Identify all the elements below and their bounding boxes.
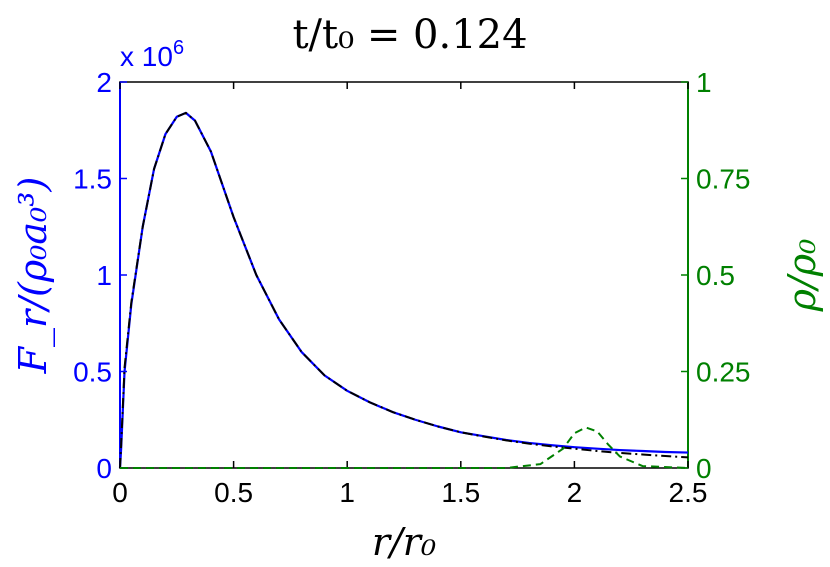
x-tick-label: 2.5 xyxy=(669,477,708,508)
left-y-axis-label: F_r/(ρ₀a₀³) xyxy=(11,177,56,375)
x-axis-ticks: 0 0.5 1 1.5 2 2.5 xyxy=(112,82,707,508)
left-y-tick-label: 1 xyxy=(96,260,112,291)
right-y-tick-label: 0 xyxy=(696,453,712,484)
plot-area xyxy=(119,81,689,469)
x-tick-label: 0 xyxy=(112,477,128,508)
right-y-axis-ticks: 0 0.25 0.5 0.75 1 xyxy=(681,67,751,484)
right-y-axis-label: ρ/ρ₀ xyxy=(780,239,824,313)
right-y-tick-label: 0.5 xyxy=(696,260,735,291)
right-y-tick-label: 1 xyxy=(696,67,712,98)
left-axis-exponent: 6 xyxy=(173,37,184,59)
series-layer xyxy=(118,111,689,469)
left-y-axis-ticks: 0 0.5 1 1.5 2 xyxy=(73,67,127,484)
right-y-tick-label: 0.75 xyxy=(696,164,751,195)
series-line-dashdot-black xyxy=(119,111,689,469)
left-axis-multiplier: x 106 xyxy=(120,37,184,72)
series-line-dashed-green xyxy=(120,426,689,469)
left-y-tick-label: 0 xyxy=(96,453,112,484)
x-tick-label: 1 xyxy=(339,477,355,508)
left-y-tick-label: 2 xyxy=(96,67,112,98)
left-y-tick-label: 0.5 xyxy=(73,357,112,388)
left-y-tick-label: 1.5 xyxy=(73,164,112,195)
chart-title: t/t₀ = 0.124 xyxy=(292,12,527,58)
x-tick-label: 1.5 xyxy=(441,477,480,508)
x-axis-label: r/r₀ xyxy=(372,520,436,564)
right-y-tick-label: 0.25 xyxy=(696,357,751,388)
x-tick-label: 2 xyxy=(567,477,583,508)
x-tick-label: 0.5 xyxy=(214,477,253,508)
